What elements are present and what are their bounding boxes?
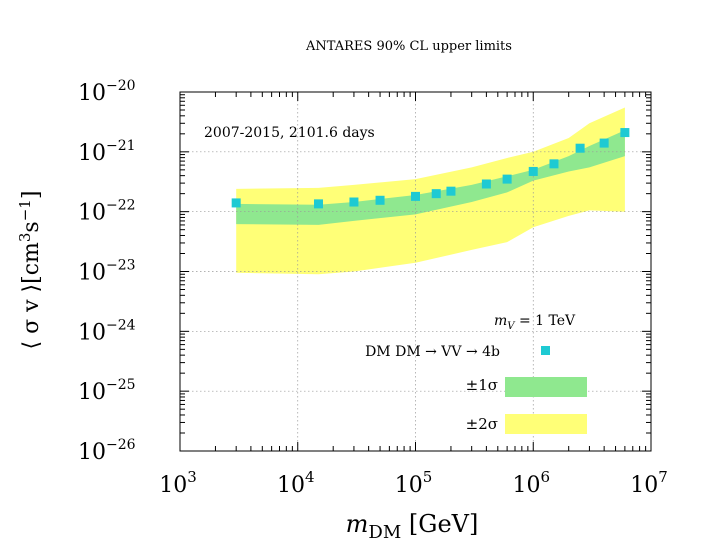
data-point [431,189,441,199]
data-point [502,174,512,184]
x-tick-label: 107 [630,468,668,498]
data-point [549,159,559,169]
x-tick-label: 104 [277,468,315,498]
y-axis-label: ⟨ σ v ⟩[cm3s−1] [16,191,44,350]
x-axis-label: mDM [GeV] [346,510,479,543]
data-points [231,128,630,209]
legend-2sigma-swatch [505,414,587,434]
data-point [446,186,456,196]
y-axis-label-main: ⟨ σ v ⟩[cm [19,242,44,349]
y-tick-label: 10−21 [78,138,136,166]
band-1sigma [236,130,625,225]
x-axis-label-unit: [GeV] [401,510,478,538]
y-tick-labels: 10−20 10−21 10−22 10−23 10−24 10−25 10−26 [78,78,136,465]
y-tick-label: 10−25 [78,377,136,405]
y-axis-label-end: ] [19,191,44,200]
legend-header-sub: V [507,321,516,332]
y-tick-label: 10−23 [78,258,136,286]
legend-header: mV = 1 TeV [494,313,576,332]
y-tick-label: 10−20 [78,78,136,106]
legend-label-2sigma: ±2σ [466,415,498,433]
y-axis-label-sup1: 3 [16,233,34,243]
chart-title: ANTARES 90% CL upper limits [305,39,512,54]
data-point [349,197,359,207]
sigma-bands [236,107,625,275]
legend-marker-swatch [541,346,550,355]
data-point [620,128,630,138]
x-tick-label: 106 [512,468,550,498]
x-tick-labels: 103 104 105 106 107 [159,468,668,498]
y-axis-label-mid: s [19,221,44,232]
x-axis-label-sub: DM [368,522,401,543]
data-point [599,138,609,148]
axis-ticks [179,92,651,452]
y-axis-label-sup2: −1 [16,199,34,221]
legend-header-rest: = 1 TeV [515,313,577,329]
legend-label-marker: DM DM → VV → 4b [365,344,500,360]
data-point [575,143,585,153]
y-tick-label: 10−24 [78,317,136,345]
data-point [481,179,491,189]
data-point [528,166,538,176]
data-point [411,191,420,201]
x-tick-label: 103 [159,468,197,498]
annotation-text: 2007-2015, 2101.6 days [204,125,375,141]
x-axis-label-main: m [346,510,369,538]
data-point [375,195,385,205]
y-tick-label: 10−26 [78,437,136,465]
x-tick-label: 105 [395,468,433,498]
legend-header-main: m [494,313,507,329]
legend-label-1sigma: ±1σ [466,376,498,394]
data-point [313,199,323,209]
data-point [231,198,241,208]
legend: mV = 1 TeV DM DM → VV → 4b ±1σ ±2σ [365,313,587,434]
band-2sigma [236,107,625,275]
y-tick-label: 10−22 [78,198,136,226]
legend-1sigma-swatch [505,377,587,397]
